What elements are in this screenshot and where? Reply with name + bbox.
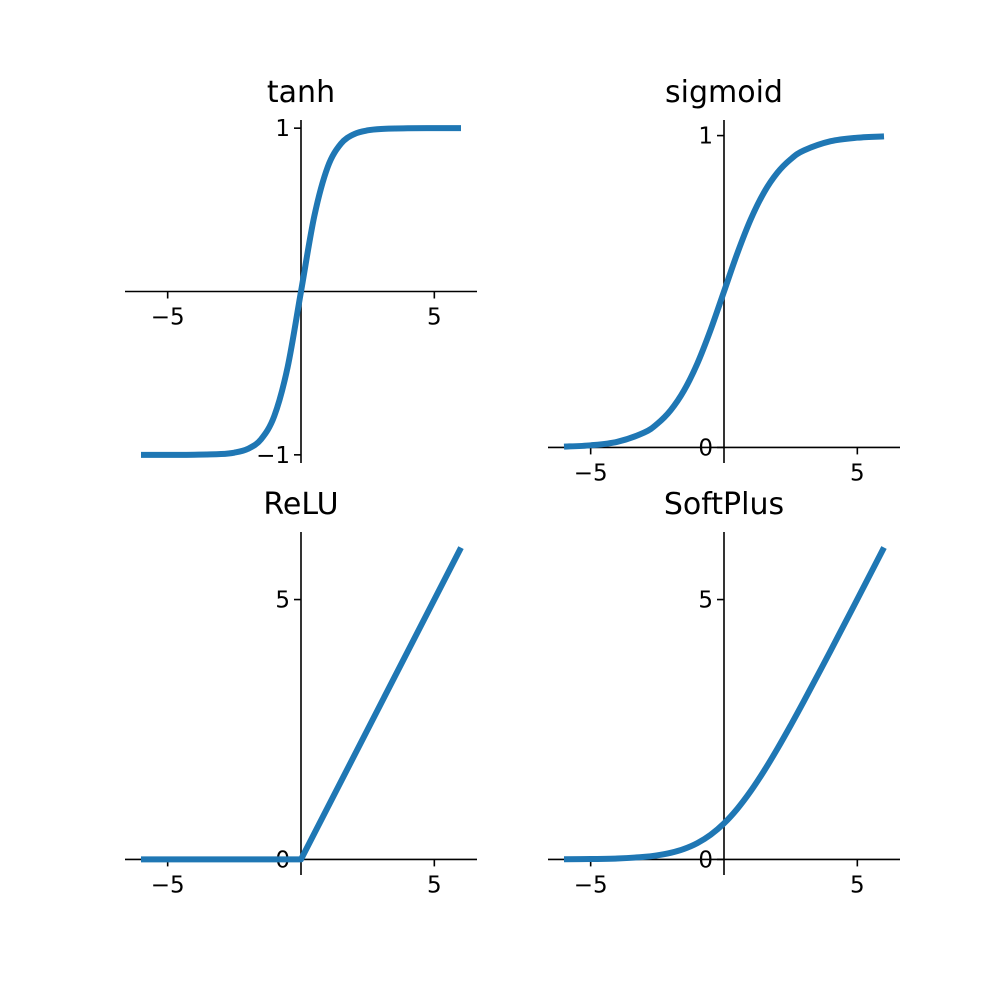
subplot-sigmoid: sigmoid −5 5 0 1: [548, 75, 900, 486]
subplot-title: ReLU: [263, 487, 338, 522]
y-tick-label: 1: [698, 124, 713, 150]
subplot-title: sigmoid: [665, 75, 783, 110]
x-tick-label: −5: [574, 460, 608, 486]
x-tick-label: −5: [151, 305, 185, 331]
x-tick-label: −5: [574, 872, 608, 898]
softplus-curve: [563, 546, 887, 863]
sigmoid-curve: [563, 133, 885, 450]
x-tick-label: −5: [151, 872, 185, 898]
y-tick-label: −1: [256, 443, 290, 469]
subplot-softplus: SoftPlus −5 5 0 5: [548, 487, 900, 898]
subplot-grid: tanh −5 5 −1 1 sigmoid −5 5 0 1 ReLU −5 5 0 5 SoftPlus −…: [125, 75, 900, 898]
y-tick-label: 0: [698, 435, 713, 461]
tanh-curve: [140, 125, 462, 458]
y-tick-label: 5: [275, 588, 290, 614]
x-tick-label: 5: [427, 305, 442, 331]
y-tick-label: 0: [698, 847, 713, 873]
x-tick-label: 5: [850, 872, 865, 898]
x-tick-label: 5: [850, 460, 865, 486]
y-tick-label: 5: [698, 588, 713, 614]
subplot-relu: ReLU−5 505: [125, 487, 477, 898]
y-tick-label: 1: [275, 116, 290, 142]
subplot-tanh: tanh −5 5 −1 1: [125, 75, 477, 469]
subplot-title: SoftPlus: [664, 487, 784, 522]
subplot-title: tanh: [267, 75, 335, 110]
relu-curve: [141, 546, 464, 863]
x-tick-label: 5: [427, 872, 442, 898]
